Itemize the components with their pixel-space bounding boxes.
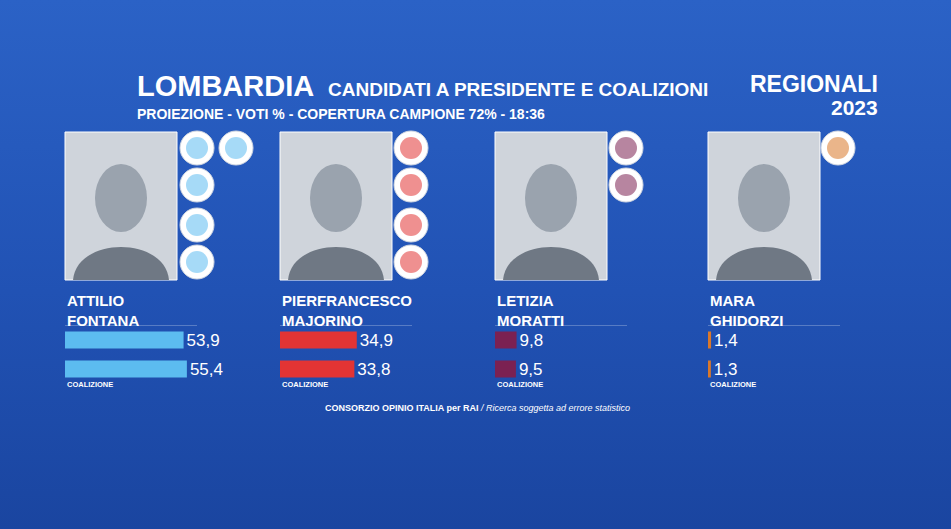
svg-text:53,9: 53,9 [187,331,220,350]
svg-text:1,4: 1,4 [714,331,738,350]
svg-text:REGIONALI: REGIONALI [750,71,878,97]
svg-text:ATTILIOFONTANA: ATTILIOFONTANA [67,292,139,329]
svg-text:PIERFRANCESCOMAJORINO: PIERFRANCESCOMAJORINO [282,292,412,329]
svg-text:PROIEZIONE - VOTI % - COPERTUR: PROIEZIONE - VOTI % - COPERTURA CAMPIONE… [137,106,545,122]
svg-text:1,3: 1,3 [714,360,738,379]
svg-text:COALIZIONE: COALIZIONE [497,380,543,389]
svg-text:2023: 2023 [831,96,878,119]
svg-text:COALIZIONE: COALIZIONE [67,380,113,389]
svg-text:55,4: 55,4 [190,360,223,379]
svg-text:CONSORZIO OPINIO ITALIA per RA: CONSORZIO OPINIO ITALIA per RAI / Ricerc… [325,403,630,413]
svg-text:33,8: 33,8 [357,360,390,379]
svg-text:COALIZIONE: COALIZIONE [710,380,756,389]
svg-text:LOMBARDIA: LOMBARDIA [137,70,314,102]
svg-text:9,5: 9,5 [519,360,543,379]
svg-text:MARAGHIDORZI: MARAGHIDORZI [710,292,783,329]
svg-text:CANDIDATI A PRESIDENTE E COALI: CANDIDATI A PRESIDENTE E COALIZIONI [328,79,708,100]
svg-text:34,9: 34,9 [360,331,393,350]
svg-text:LETIZIAMORATTI: LETIZIAMORATTI [497,292,564,329]
svg-text:9,8: 9,8 [520,331,544,350]
svg-text:COALIZIONE: COALIZIONE [282,380,328,389]
